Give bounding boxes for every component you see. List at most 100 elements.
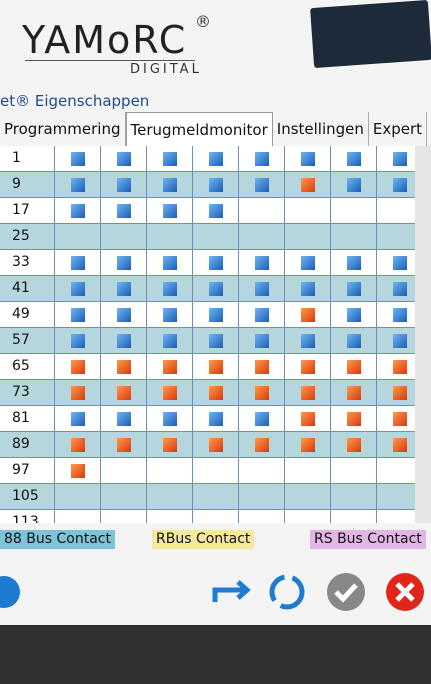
grid-cell[interactable] [146,354,192,379]
grid-cell[interactable] [284,380,330,405]
grid-cell[interactable] [192,432,238,457]
grid-cell[interactable] [54,432,100,457]
grid-cell[interactable] [192,302,238,327]
grid-cell[interactable] [284,458,330,483]
grid-cell[interactable] [376,510,415,523]
grid-cell[interactable] [238,432,284,457]
grid-cell[interactable] [330,432,376,457]
grid-cell[interactable] [146,406,192,431]
grid-cell[interactable] [146,224,192,249]
grid-cell[interactable] [238,380,284,405]
grid-cell[interactable] [54,198,100,223]
grid-cell[interactable] [54,484,100,509]
grid-cell[interactable] [192,380,238,405]
grid-cell[interactable] [330,380,376,405]
grid-cell[interactable] [54,458,100,483]
grid-cell[interactable] [192,172,238,197]
grid-cell[interactable] [330,198,376,223]
grid-cell[interactable] [284,276,330,301]
ok-button[interactable] [327,573,365,611]
grid-cell[interactable] [238,302,284,327]
grid-cell[interactable] [376,328,415,353]
grid-cell[interactable] [146,380,192,405]
grid-cell[interactable] [54,406,100,431]
grid-cell[interactable] [330,484,376,509]
grid-cell[interactable] [192,458,238,483]
grid-cell[interactable] [284,198,330,223]
grid-cell[interactable] [238,276,284,301]
grid-cell[interactable] [238,172,284,197]
grid-cell[interactable] [146,276,192,301]
grid-cell[interactable] [54,510,100,523]
grid-cell[interactable] [376,198,415,223]
grid-cell[interactable] [192,354,238,379]
legend-button[interactable]: RS Bus Contact [310,530,426,549]
grid-cell[interactable] [238,328,284,353]
grid-cell[interactable] [192,328,238,353]
grid-cell[interactable] [54,328,100,353]
grid-cell[interactable] [54,380,100,405]
grid-cell[interactable] [100,250,146,275]
grid-cell[interactable] [376,302,415,327]
grid-cell[interactable] [100,380,146,405]
grid-cell[interactable] [330,406,376,431]
grid-cell[interactable] [54,172,100,197]
forward-button[interactable] [212,580,251,602]
grid-cell[interactable] [238,458,284,483]
grid-cell[interactable] [100,146,146,171]
tab[interactable]: Terugmeldmonitor [125,112,273,146]
grid-cell[interactable] [146,146,192,171]
grid-cell[interactable] [100,484,146,509]
grid-cell[interactable] [238,510,284,523]
refresh-button[interactable] [269,574,305,610]
grid-cell[interactable] [330,172,376,197]
grid-cell[interactable] [238,250,284,275]
grid-cell[interactable] [376,484,415,509]
grid-cell[interactable] [100,198,146,223]
grid-cell[interactable] [54,276,100,301]
grid-cell[interactable] [238,224,284,249]
grid-cell[interactable] [100,458,146,483]
grid-cell[interactable] [284,172,330,197]
grid-cell[interactable] [100,354,146,379]
grid-cell[interactable] [146,458,192,483]
grid-cell[interactable] [284,510,330,523]
grid-cell[interactable] [330,250,376,275]
grid-cell[interactable] [146,484,192,509]
grid-cell[interactable] [284,224,330,249]
grid-cell[interactable] [376,172,415,197]
grid-cell[interactable] [376,406,415,431]
grid-cell[interactable] [100,406,146,431]
grid-cell[interactable] [100,224,146,249]
grid-cell[interactable] [54,224,100,249]
grid-cell[interactable] [146,302,192,327]
grid-cell[interactable] [376,224,415,249]
tab[interactable]: Programmering [0,112,126,146]
grid-cell[interactable] [376,380,415,405]
grid-cell[interactable] [284,484,330,509]
grid-cell[interactable] [192,250,238,275]
grid-cell[interactable] [284,328,330,353]
scrollbar[interactable] [415,146,431,523]
grid-cell[interactable] [192,224,238,249]
grid-cell[interactable] [146,510,192,523]
grid-cell[interactable] [284,432,330,457]
grid-cell[interactable] [330,328,376,353]
grid-cell[interactable] [284,302,330,327]
grid-cell[interactable] [54,302,100,327]
grid-cell[interactable] [376,250,415,275]
grid-cell[interactable] [100,510,146,523]
grid-cell[interactable] [146,198,192,223]
grid-cell[interactable] [330,224,376,249]
grid-cell[interactable] [192,198,238,223]
grid-cell[interactable] [284,250,330,275]
grid-cell[interactable] [238,484,284,509]
grid-cell[interactable] [330,302,376,327]
grid-cell[interactable] [100,302,146,327]
grid-cell[interactable] [330,354,376,379]
legend-button[interactable]: RBus Contact [152,530,255,549]
grid-cell[interactable] [330,510,376,523]
grid-cell[interactable] [284,146,330,171]
grid-cell[interactable] [146,172,192,197]
grid-cell[interactable] [238,406,284,431]
